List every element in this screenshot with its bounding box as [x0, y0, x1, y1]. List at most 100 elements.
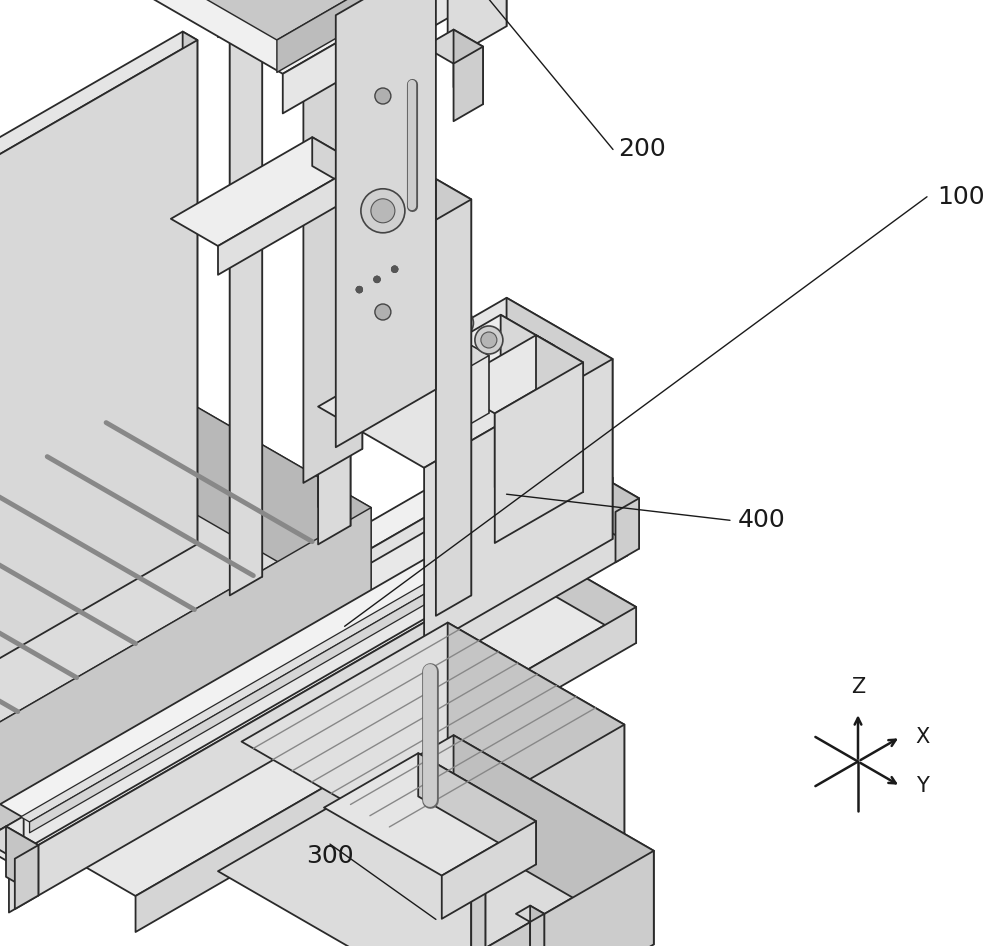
Polygon shape [457, 871, 485, 888]
Circle shape [100, 416, 112, 429]
Polygon shape [324, 753, 536, 876]
Polygon shape [218, 735, 654, 946]
Polygon shape [442, 315, 554, 379]
Polygon shape [218, 165, 359, 274]
Polygon shape [283, 0, 507, 114]
Circle shape [392, 266, 398, 272]
Polygon shape [0, 486, 627, 862]
Polygon shape [412, 207, 459, 263]
Polygon shape [465, 0, 507, 26]
Polygon shape [0, 40, 197, 663]
Polygon shape [336, 0, 436, 447]
Circle shape [451, 315, 467, 331]
Polygon shape [230, 0, 262, 577]
Polygon shape [0, 528, 342, 775]
Circle shape [481, 332, 497, 348]
Polygon shape [501, 315, 554, 453]
Polygon shape [47, 411, 77, 514]
Polygon shape [501, 528, 524, 556]
Polygon shape [318, 298, 613, 468]
Circle shape [25, 470, 45, 491]
Text: Y: Y [916, 776, 928, 797]
Polygon shape [136, 434, 342, 611]
Text: X: X [916, 727, 930, 747]
Polygon shape [454, 735, 654, 944]
Polygon shape [218, 0, 359, 37]
Text: Z: Z [851, 677, 865, 697]
Polygon shape [412, 235, 459, 290]
Polygon shape [21, 494, 589, 822]
Polygon shape [530, 914, 544, 946]
Circle shape [371, 199, 395, 223]
Polygon shape [495, 345, 554, 487]
Polygon shape [430, 488, 636, 643]
Text: 200: 200 [618, 137, 666, 162]
Polygon shape [0, 508, 371, 870]
Circle shape [375, 196, 391, 212]
Polygon shape [118, 0, 507, 74]
Polygon shape [0, 487, 454, 773]
Polygon shape [471, 880, 485, 946]
Polygon shape [448, 0, 507, 61]
Text: 300: 300 [306, 844, 354, 868]
Polygon shape [454, 29, 483, 104]
Circle shape [374, 276, 380, 283]
Polygon shape [312, 137, 359, 193]
Polygon shape [436, 200, 471, 616]
Polygon shape [436, 179, 471, 595]
Polygon shape [136, 607, 636, 932]
Circle shape [374, 276, 380, 283]
Polygon shape [124, 365, 371, 616]
Text: 400: 400 [738, 508, 786, 533]
Circle shape [445, 309, 473, 337]
Circle shape [375, 88, 391, 104]
Polygon shape [454, 46, 483, 121]
Polygon shape [454, 335, 489, 413]
Polygon shape [0, 31, 197, 159]
Polygon shape [277, 0, 442, 73]
Polygon shape [171, 0, 442, 40]
Circle shape [41, 450, 53, 463]
Polygon shape [0, 365, 371, 762]
Circle shape [361, 189, 405, 233]
Polygon shape [589, 464, 613, 510]
Polygon shape [616, 499, 639, 562]
Polygon shape [516, 905, 544, 922]
Circle shape [374, 276, 380, 283]
Circle shape [392, 266, 398, 272]
Polygon shape [424, 29, 483, 63]
Polygon shape [30, 528, 524, 814]
Polygon shape [580, 494, 589, 510]
Circle shape [375, 304, 391, 320]
Polygon shape [0, 434, 342, 775]
Polygon shape [507, 298, 613, 539]
Circle shape [475, 326, 503, 354]
Circle shape [17, 463, 53, 499]
Polygon shape [418, 725, 624, 946]
Polygon shape [0, 500, 454, 787]
Polygon shape [289, 0, 362, 15]
Polygon shape [0, 411, 77, 614]
Polygon shape [303, 0, 362, 482]
Polygon shape [595, 486, 627, 555]
Polygon shape [230, 0, 262, 595]
Polygon shape [0, 410, 342, 749]
Polygon shape [0, 488, 636, 896]
Polygon shape [448, 335, 583, 413]
Polygon shape [583, 480, 639, 512]
Polygon shape [418, 850, 654, 946]
Polygon shape [418, 753, 536, 865]
Polygon shape [365, 207, 459, 262]
Polygon shape [53, 542, 524, 828]
Polygon shape [30, 499, 589, 832]
Polygon shape [442, 821, 536, 919]
Polygon shape [607, 480, 639, 549]
Polygon shape [0, 827, 38, 859]
Polygon shape [0, 553, 342, 832]
Polygon shape [242, 622, 624, 844]
Polygon shape [9, 505, 627, 913]
Polygon shape [536, 335, 583, 492]
Polygon shape [171, 0, 359, 1]
Polygon shape [495, 362, 583, 543]
Polygon shape [15, 845, 38, 909]
